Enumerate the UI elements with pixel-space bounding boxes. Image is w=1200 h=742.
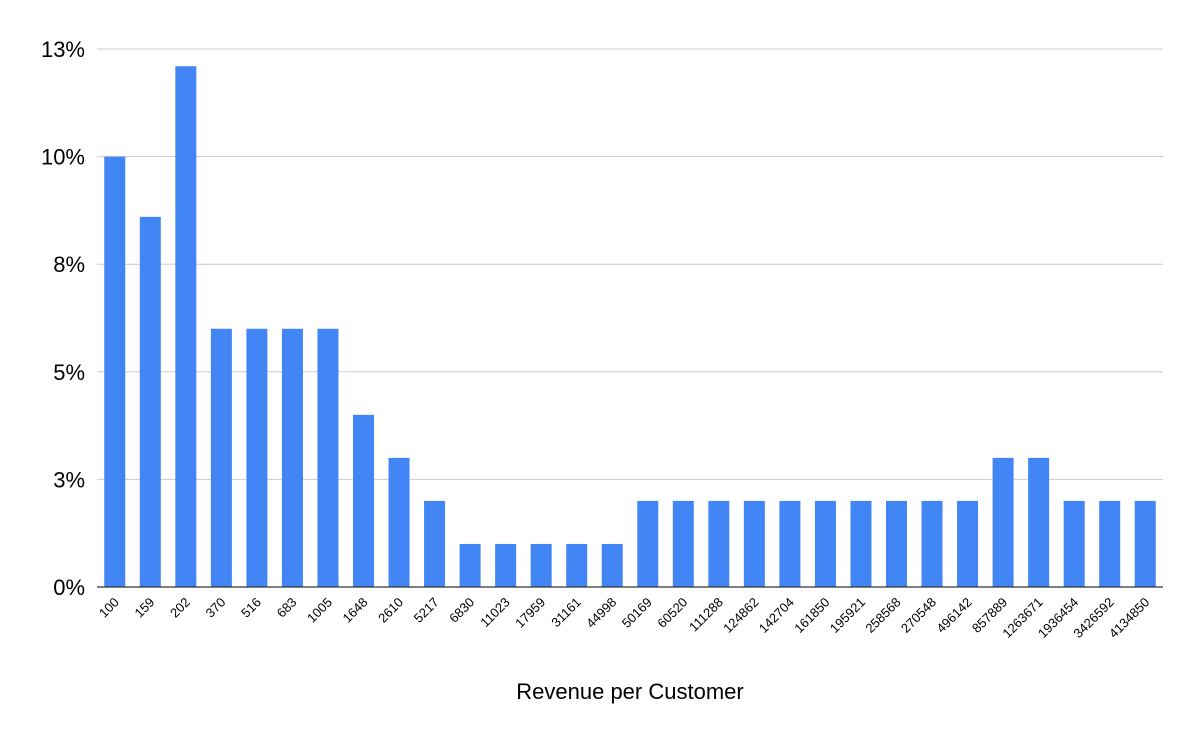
x-tick-label: 161850 <box>791 595 832 636</box>
bar-1005 <box>317 328 339 587</box>
x-tick-label: 370 <box>203 595 229 621</box>
x-tick-label: 6830 <box>446 595 477 626</box>
x-tick-label: 50169 <box>619 595 655 631</box>
x-tick-label: 202 <box>167 595 193 621</box>
bar-516 <box>246 328 268 587</box>
bar-1936454 <box>1063 500 1085 587</box>
bar-142704 <box>779 500 801 587</box>
bar-270548 <box>921 500 943 587</box>
bar-202 <box>175 66 197 587</box>
bar-3426592 <box>1099 500 1121 587</box>
x-tick-label: 1005 <box>304 595 335 626</box>
bar-44998 <box>601 543 623 587</box>
bar-161850 <box>814 500 836 587</box>
bar-857889 <box>992 457 1014 587</box>
bar-370 <box>210 328 232 587</box>
bar-17959 <box>530 543 552 587</box>
x-tick-label: 159 <box>131 595 157 621</box>
bar-496142 <box>957 500 979 587</box>
x-tick-label: 142704 <box>756 595 797 636</box>
bar-4134850 <box>1134 500 1156 587</box>
bar-683 <box>281 328 303 587</box>
x-tick-label: 516 <box>238 595 264 621</box>
bar-6830 <box>459 543 481 587</box>
bar-1263671 <box>1028 457 1050 587</box>
x-tick-label: 60520 <box>654 595 690 631</box>
bar-100 <box>104 156 126 587</box>
bar-1648 <box>353 414 374 587</box>
gridlines <box>97 48 1163 480</box>
bar-195921 <box>850 500 872 587</box>
x-tick-label: 44998 <box>583 595 619 631</box>
x-tick-label: 258568 <box>862 595 903 636</box>
x-tick-label: 270548 <box>898 595 939 636</box>
bar-159 <box>139 216 161 587</box>
x-tick-label: 496142 <box>933 595 974 636</box>
x-axis-label: Revenue per Customer <box>516 679 743 704</box>
x-tick-label: 683 <box>274 595 300 621</box>
x-tick-label: 5217 <box>411 595 442 626</box>
y-tick-label: 10% <box>41 145 85 170</box>
y-tick-label: 13% <box>41 37 85 62</box>
x-tick-label: 100 <box>96 595 122 621</box>
bars <box>104 66 1156 587</box>
bar-2610 <box>388 457 410 587</box>
x-tick-label: 124862 <box>720 595 761 636</box>
y-axis-tick-labels: 0% 3% 5% 8% 10% 13% <box>41 37 85 600</box>
x-tick-label: 111288 <box>686 595 726 635</box>
x-tick-label: 17959 <box>512 595 548 631</box>
y-tick-label: 3% <box>53 467 85 492</box>
bar-31161 <box>566 543 588 587</box>
x-tick-label: 11023 <box>477 595 512 630</box>
bar-258568 <box>886 500 907 587</box>
x-axis-tick-labels: 100 159 202 370 516 683 1005 1648 2610 5217 6830 11… <box>96 595 1152 641</box>
x-tick-label: 1648 <box>340 595 371 626</box>
x-tick-label: 2610 <box>375 595 406 626</box>
bar-11023 <box>495 543 517 587</box>
x-tick-label: 195921 <box>827 595 868 636</box>
bar-111288 <box>708 500 730 587</box>
bar-60520 <box>672 500 694 587</box>
bar-124862 <box>743 500 765 587</box>
bar-50169 <box>637 500 659 587</box>
x-tick-label: 31161 <box>548 595 583 630</box>
y-tick-label: 8% <box>53 252 85 277</box>
y-tick-label: 0% <box>53 575 85 600</box>
y-tick-label: 5% <box>53 360 85 385</box>
bar-5217 <box>424 500 446 587</box>
